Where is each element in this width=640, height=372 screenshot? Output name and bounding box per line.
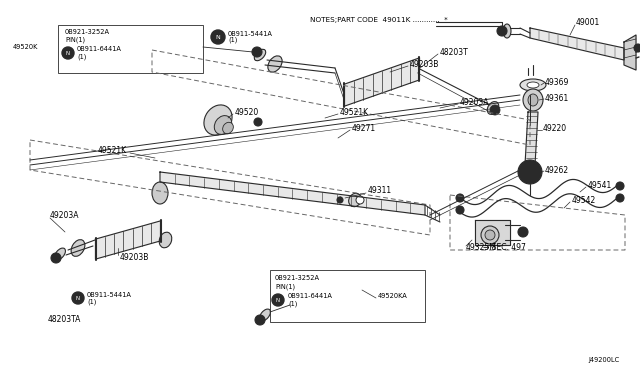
Circle shape xyxy=(497,26,507,36)
Text: 49203B: 49203B xyxy=(410,60,440,68)
Text: N: N xyxy=(66,51,70,55)
Text: 49220: 49220 xyxy=(543,124,567,132)
Text: 49521K: 49521K xyxy=(340,108,369,116)
Text: 0B911-5441A: 0B911-5441A xyxy=(228,31,273,37)
Ellipse shape xyxy=(214,116,232,134)
Text: 49311: 49311 xyxy=(368,186,392,195)
Text: 0B911-5441A: 0B911-5441A xyxy=(87,292,132,298)
Text: NOTES;PART CODE  49011K ............  *: NOTES;PART CODE 49011K ............ * xyxy=(310,17,448,23)
Ellipse shape xyxy=(356,196,364,204)
Circle shape xyxy=(518,227,528,237)
Text: PIN(1): PIN(1) xyxy=(275,284,295,290)
Ellipse shape xyxy=(349,193,362,207)
Text: 49001: 49001 xyxy=(576,17,600,26)
Ellipse shape xyxy=(223,122,234,134)
Text: 49203B: 49203B xyxy=(120,253,149,263)
Circle shape xyxy=(456,206,464,214)
Text: (1): (1) xyxy=(77,54,86,60)
Text: N: N xyxy=(216,35,220,39)
Ellipse shape xyxy=(254,49,266,61)
Text: 48203TA: 48203TA xyxy=(48,315,81,324)
Ellipse shape xyxy=(71,240,85,256)
Text: *: * xyxy=(338,196,342,205)
Circle shape xyxy=(524,166,536,178)
Ellipse shape xyxy=(204,105,232,135)
Circle shape xyxy=(616,182,624,190)
Polygon shape xyxy=(475,220,510,245)
Polygon shape xyxy=(530,28,624,60)
Text: 49361: 49361 xyxy=(545,93,569,103)
Text: 49271: 49271 xyxy=(352,124,376,132)
Ellipse shape xyxy=(260,309,271,321)
Circle shape xyxy=(272,294,284,306)
Bar xyxy=(58,25,203,73)
Circle shape xyxy=(62,47,74,59)
Polygon shape xyxy=(160,172,425,215)
Ellipse shape xyxy=(152,182,168,204)
Text: 49521K: 49521K xyxy=(98,145,127,154)
Text: 49520KA: 49520KA xyxy=(378,293,408,299)
Polygon shape xyxy=(624,35,636,70)
Ellipse shape xyxy=(487,102,499,115)
Text: *: * xyxy=(256,118,260,126)
Ellipse shape xyxy=(527,82,539,88)
Circle shape xyxy=(337,197,343,203)
Circle shape xyxy=(255,315,265,325)
Text: (1): (1) xyxy=(288,301,298,307)
Text: → SEC. 497: → SEC. 497 xyxy=(483,244,526,253)
Circle shape xyxy=(211,30,225,44)
Circle shape xyxy=(254,118,262,126)
Text: N: N xyxy=(276,298,280,302)
Bar xyxy=(270,270,425,322)
Text: 49520K: 49520K xyxy=(13,44,38,50)
Polygon shape xyxy=(344,58,419,106)
Text: 0B911-6441A: 0B911-6441A xyxy=(288,293,333,299)
Text: 49541: 49541 xyxy=(588,180,612,189)
Text: 48203T: 48203T xyxy=(440,48,468,57)
Text: 49203A: 49203A xyxy=(50,211,79,219)
Circle shape xyxy=(518,160,542,184)
Polygon shape xyxy=(95,221,161,259)
Text: J49200LC: J49200LC xyxy=(589,357,620,363)
Text: (1): (1) xyxy=(228,37,237,43)
Ellipse shape xyxy=(523,89,543,111)
Ellipse shape xyxy=(528,94,538,106)
Text: 49369: 49369 xyxy=(545,77,570,87)
Ellipse shape xyxy=(268,56,282,72)
Text: 49325M: 49325M xyxy=(466,244,497,253)
Ellipse shape xyxy=(481,226,499,244)
Circle shape xyxy=(616,194,624,202)
Ellipse shape xyxy=(485,230,495,240)
Text: N: N xyxy=(76,295,80,301)
Text: PIN(1): PIN(1) xyxy=(65,37,85,43)
Polygon shape xyxy=(525,112,538,165)
Text: 0B911-6441A: 0B911-6441A xyxy=(77,46,122,52)
Ellipse shape xyxy=(54,248,65,260)
Ellipse shape xyxy=(503,24,511,38)
Ellipse shape xyxy=(520,79,546,91)
Circle shape xyxy=(252,47,262,57)
Ellipse shape xyxy=(159,232,172,248)
Circle shape xyxy=(634,44,640,52)
Text: 49203A: 49203A xyxy=(460,97,490,106)
Text: 49520: 49520 xyxy=(235,108,259,116)
Text: 0B921-3252A: 0B921-3252A xyxy=(65,29,110,35)
Text: 49542: 49542 xyxy=(572,196,596,205)
Text: 0B921-3252A: 0B921-3252A xyxy=(275,275,320,281)
Circle shape xyxy=(490,105,500,115)
Text: (1): (1) xyxy=(87,299,97,305)
Circle shape xyxy=(51,253,61,263)
Circle shape xyxy=(72,292,84,304)
Text: 49262: 49262 xyxy=(545,166,569,174)
Circle shape xyxy=(456,194,464,202)
